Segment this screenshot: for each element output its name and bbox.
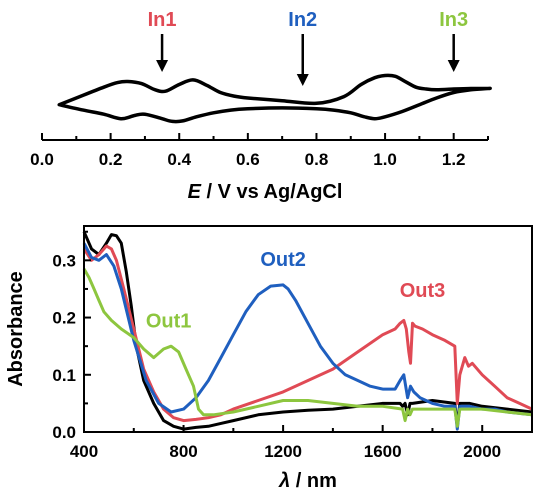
- cv-curve: [57, 73, 492, 124]
- cv-panel: In1 In2 In3 0.0 0.2 0.4 0.6 0.8 1.0 1.2 E / V vs…: [30, 9, 492, 203]
- spectrum-x-tick-label: 2000: [463, 442, 501, 461]
- spectrum-series-line: [82, 242, 533, 431]
- cv-x-tick-label: 0.8: [305, 150, 329, 169]
- cv-x-axis: 0.0 0.2 0.4 0.6 0.8 1.0 1.2: [30, 133, 489, 169]
- cv-annotation-arrowhead: [156, 60, 169, 72]
- cv-annotation-label: In2: [288, 9, 317, 31]
- cv-annotations: In1 In2 In3: [148, 9, 468, 86]
- cv-x-tick-label: 1.0: [373, 150, 397, 169]
- spectrum-x-tick-label: 800: [169, 442, 197, 461]
- spectrum-annotation-label: Out2: [260, 249, 306, 271]
- spectrum-y-tick-label: 0.2: [52, 309, 76, 328]
- spectrum-y-axis-label: Absorbance: [5, 271, 27, 387]
- cv-x-tick-label: 0.2: [99, 150, 123, 169]
- spectrum-y-tick-label: 0.1: [52, 366, 76, 385]
- cv-annotation-arrowhead: [447, 60, 460, 72]
- cv-annotation-label: In3: [439, 9, 468, 31]
- spectrum-annotations: Out1 Out2 Out3: [146, 249, 445, 332]
- cv-annotation-arrowhead: [296, 74, 309, 86]
- cv-x-tick-label: 0.0: [30, 150, 54, 169]
- spectrum-x-tick-label: 1200: [264, 442, 302, 461]
- spectrum-y-tick-label: 0.0: [52, 423, 76, 442]
- spectrum-y-tick-label: 0.3: [52, 251, 76, 270]
- cv-x-tick-label: 0.6: [236, 150, 260, 169]
- spectrum-x-tick-label: 1600: [364, 442, 402, 461]
- spectrum-series-line: [82, 231, 533, 431]
- cv-x-tick-label: 0.4: [167, 150, 191, 169]
- spectrum-annotation-label: Out1: [146, 310, 192, 332]
- spectrum-series-line: [82, 268, 533, 428]
- cv-x-label-rest: / V vs Ag/AgCl: [201, 181, 343, 203]
- spectrum-x-label-italic: λ: [278, 470, 290, 492]
- spectrum-x-label-rest: / nm: [290, 470, 337, 492]
- spectrum-x-axis-label: λ / nm: [278, 470, 337, 492]
- cv-x-axis-label: E / V vs Ag/AgCl: [188, 181, 343, 203]
- spectrum-axes: 400 800 1200 1600 2000 0.0 0.1 0.2 0.3: [52, 225, 533, 461]
- spectrum-x-tick-label: 400: [70, 442, 98, 461]
- cv-x-label-italic: E: [188, 181, 202, 203]
- spectrum-plot-frame: [83, 225, 533, 433]
- spectrum-annotation-label: Out3: [400, 280, 446, 302]
- spectrum-series: [82, 231, 533, 431]
- cv-annotation-label: In1: [148, 9, 177, 31]
- cv-x-tick-label: 1.2: [442, 150, 466, 169]
